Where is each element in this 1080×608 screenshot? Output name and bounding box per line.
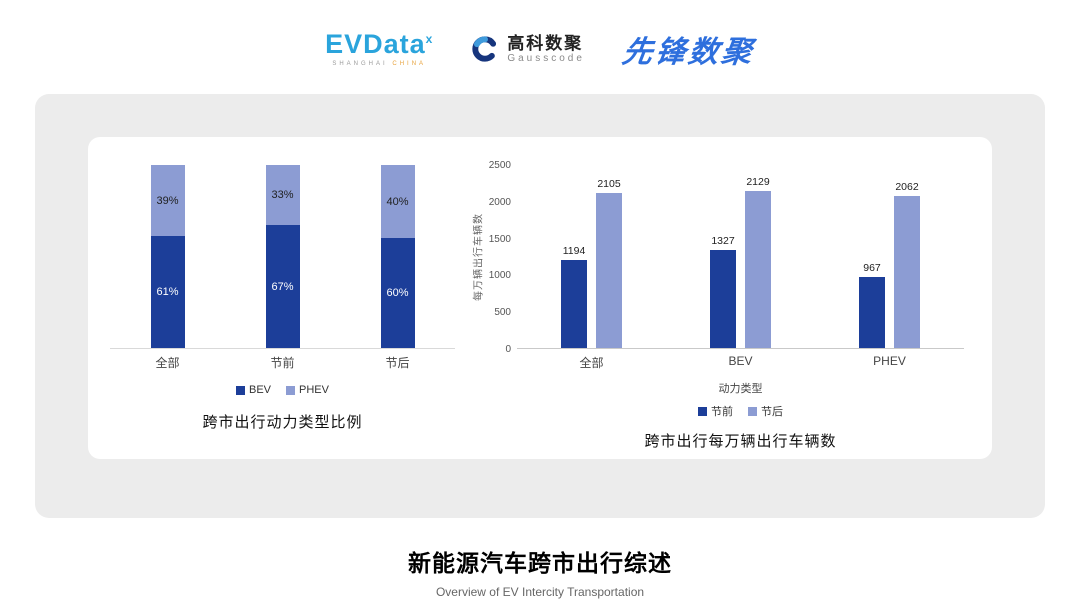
grouped-chart-footer: 全部 BEV PHEV 动力类型 节前 节后 跨市出行每万辆出行车辆数	[517, 354, 964, 451]
brand-header: EVDatax SHANGHAI CHINA 高科数聚 Gausscode 先锋…	[0, 0, 1080, 76]
charts-card: 39% 61% 33% 67% 40% 60% 全部 节前 节后 BEV PHEV 跨市出行动…	[88, 137, 992, 459]
grouped-legend: 节前 节后	[517, 403, 964, 419]
post-holiday-swatch	[748, 406, 757, 416]
legend-item-pre: 节前	[698, 403, 733, 419]
gausscode-text: 高科数聚 Gausscode	[507, 34, 585, 65]
grouped-bar	[859, 276, 885, 348]
bar-with-label: 2129	[745, 176, 771, 348]
gausscode-en: Gausscode	[507, 53, 585, 65]
grouped-bar-cell: 967 2062	[815, 181, 964, 348]
phev-segment: 39%	[150, 165, 185, 237]
stacked-plot: 39% 61% 33% 67% 40% 60%	[110, 165, 455, 349]
category-label: BEV	[728, 354, 753, 368]
stacked-bar: 33% 67%	[265, 165, 300, 348]
evdata-tagline-right: CHINA	[392, 61, 427, 67]
phev-segment: 40%	[380, 165, 415, 239]
grouped-bar	[745, 191, 771, 348]
stacked-bar-cell: 39% 61%	[110, 165, 225, 348]
grouped-plot: 1194 2105 1327 2129 967 2062	[517, 165, 964, 349]
grouped-chart: 每万辆出行车辆数 0 500 1000 1500 2000 2500 1194 2105 13…	[469, 160, 964, 459]
pioneer-logo: 先锋数聚	[620, 36, 757, 69]
bar-value-label: 1194	[562, 245, 586, 258]
stacked-bar-cell: 40% 60%	[340, 165, 455, 348]
y-tick-label: 2000	[488, 196, 511, 208]
legend-item-bev: BEV	[236, 384, 271, 396]
bev-segment: 61%	[150, 236, 185, 348]
category-label: 全部	[579, 356, 604, 370]
stacked-bar: 40% 60%	[380, 165, 415, 348]
bar-value-label: 1327	[711, 235, 735, 248]
evdata-sup: x	[425, 32, 434, 46]
category-label: 节前	[270, 356, 295, 370]
gausscode-logo: 高科数聚 Gausscode	[471, 34, 585, 65]
post-holiday-label: 节后	[761, 406, 783, 418]
y-tick-label: 1500	[488, 233, 511, 245]
bev-segment: 60%	[380, 238, 415, 348]
bar-value-label: 2129	[746, 176, 770, 189]
bar-with-label: 2062	[894, 181, 920, 348]
bar-with-label: 2105	[596, 178, 622, 348]
report-footer: 新能源汽车跨市出行综述 Overview of EV Intercity Tra…	[0, 544, 1080, 599]
y-axis-label: 每万辆出行车辆数	[473, 213, 485, 301]
bar-value-label: 967	[863, 261, 881, 274]
bev-label: BEV	[249, 384, 272, 396]
y-tick-label: 1000	[488, 270, 511, 282]
phev-label: PHEV	[299, 384, 329, 396]
grouped-bar	[561, 260, 587, 348]
y-tick-label: 2500	[488, 160, 511, 171]
legend-item-phev: PHEV	[286, 384, 329, 396]
evdata-logo: EVDatax SHANGHAI CHINA	[325, 31, 433, 68]
bev-segment: 67%	[265, 225, 300, 348]
phev-swatch	[286, 385, 296, 395]
bar-with-label: 1327	[710, 235, 736, 348]
gausscode-icon	[472, 36, 498, 62]
grouped-bar-cell: 1327 2129	[666, 176, 815, 348]
stacked-chart: 39% 61% 33% 67% 40% 60% 全部 节前 节后 BEV PHEV 跨市出行动…	[110, 165, 455, 459]
page-title: 新能源汽车跨市出行综述	[408, 550, 672, 576]
category-label: PHEV	[873, 354, 906, 368]
x-axis-label: 动力类型	[718, 383, 763, 395]
bar-with-label: 1194	[561, 245, 587, 348]
stacked-bar-cell: 33% 67%	[225, 165, 340, 348]
grouped-bar	[894, 196, 920, 348]
stacked-legend: BEV PHEV	[110, 384, 455, 396]
bar-with-label: 967	[859, 262, 885, 348]
stacked-bar: 39% 61%	[150, 165, 185, 348]
grouped-chart-title: 跨市出行每万辆出行车辆数	[644, 433, 837, 450]
phev-segment: 33%	[265, 165, 300, 226]
category-label: 节后	[385, 356, 410, 370]
page-subtitle: Overview of EV Intercity Transportation	[435, 585, 645, 599]
grouped-bar	[710, 250, 736, 348]
y-tick-label: 500	[494, 307, 511, 319]
pre-holiday-label: 节前	[711, 406, 733, 418]
gausscode-cn: 高科数聚	[507, 33, 584, 53]
legend-item-post: 节后	[748, 403, 783, 419]
grouped-bar	[596, 193, 622, 348]
evdata-wordmark: EVDatax	[325, 31, 433, 58]
category-label: 全部	[155, 356, 180, 370]
bev-swatch	[236, 385, 245, 395]
bar-value-label: 2062	[895, 181, 919, 194]
y-tick-label: 0	[505, 344, 511, 355]
content-panel: 39% 61% 33% 67% 40% 60% 全部 节前 节后 BEV PHEV 跨市出行动…	[35, 94, 1045, 518]
grouped-bar-cell: 1194 2105	[517, 178, 666, 348]
evdata-name: EVData	[325, 29, 426, 59]
grouped-category-row: 全部 BEV PHEV	[517, 354, 964, 371]
grouped-chart-body: 每万辆出行车辆数 0 500 1000 1500 2000 2500 1194 2105 13…	[469, 160, 964, 355]
y-axis-label-box: 每万辆出行车辆数	[469, 165, 485, 349]
pre-holiday-swatch	[698, 406, 707, 416]
evdata-tagline-left: SHANGHAI	[332, 61, 388, 67]
bar-value-label: 2105	[597, 178, 621, 191]
evdata-tagline: SHANGHAI CHINA	[325, 61, 433, 67]
stacked-chart-title: 跨市出行动力类型比例	[202, 414, 363, 431]
y-axis-ticks: 0 500 1000 1500 2000 2500	[485, 160, 517, 355]
stacked-category-row: 全部 节前 节后	[110, 354, 455, 371]
